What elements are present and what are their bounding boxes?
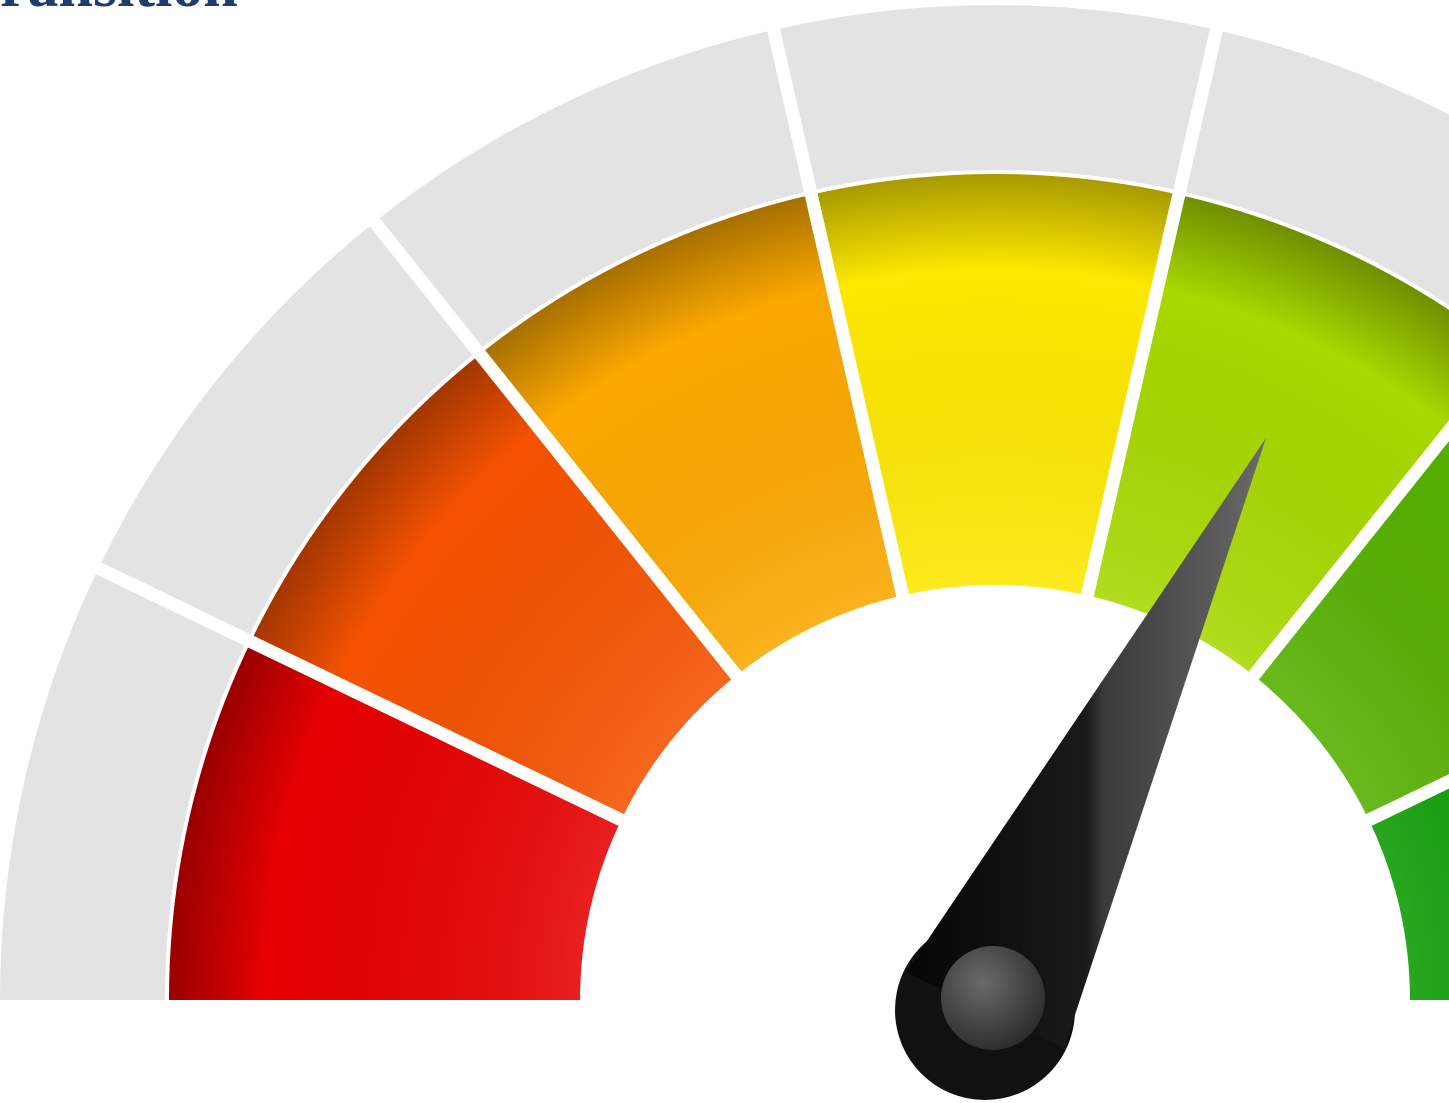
needle-cap <box>941 946 1045 1050</box>
title: ransition <box>0 0 238 20</box>
page: ransition (() => { const data = JSON.par… <box>0 0 1449 1103</box>
outer-ring-segment <box>774 5 1217 191</box>
gauge-illustration: ransition <box>0 0 1449 1103</box>
